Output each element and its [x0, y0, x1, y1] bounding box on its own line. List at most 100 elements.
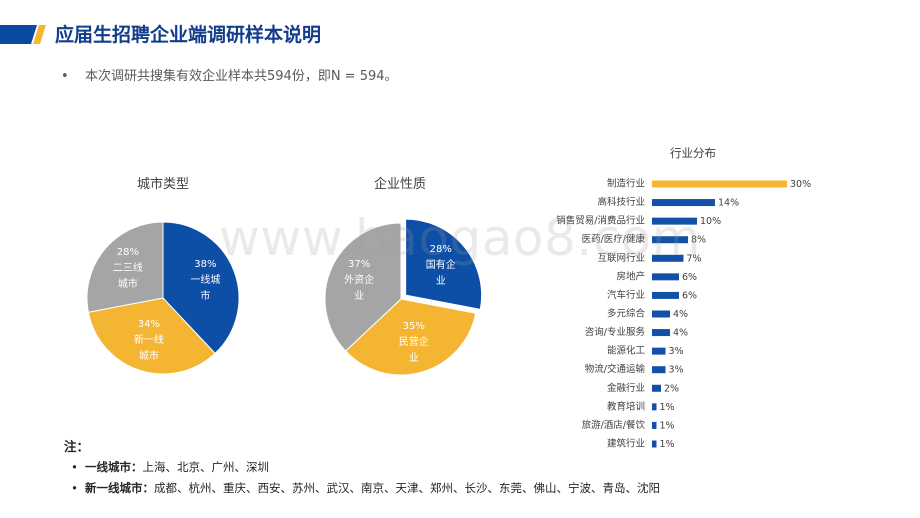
note-item-tier1: • 一线城市：上海、北京、广州、深圳 [64, 460, 269, 474]
bar [652, 291, 679, 299]
bar-value-number: 7 [687, 253, 693, 264]
page-title: 应届生招聘企业端调研样本说明 [55, 24, 322, 46]
bar-value-label: 6% [682, 271, 697, 282]
bar-value-label: 2% [664, 383, 679, 394]
pie-slice-value-unit: % [360, 258, 371, 270]
header-decoration [0, 25, 46, 44]
bar-value-unit: % [666, 401, 675, 412]
pie-slice-value: 34% [133, 317, 165, 333]
bar-category-label: 旅游/酒店/餐饮 [582, 419, 646, 431]
bar [652, 384, 661, 392]
bar-value-unit: % [670, 383, 679, 394]
note-text: 成都、杭州、重庆、西安、苏州、武汉、南京、天津、郑州、长沙、东莞、佛山、宁波、青… [154, 481, 660, 495]
bar-value-label: 6% [682, 290, 697, 301]
bar-value-label: 10% [700, 216, 721, 227]
bar-value-unit: % [730, 197, 739, 208]
bar-value-number: 4 [673, 327, 679, 338]
pie-slice-value-unit: % [207, 259, 217, 271]
pie-slice-value-number: 35 [402, 320, 416, 332]
bar-value-label: 4% [673, 308, 688, 319]
pie-slice-category: 新一线城市 [133, 335, 164, 363]
bar-category-label: 教育培训 [607, 400, 645, 412]
bar [652, 236, 688, 244]
pie-slice-value: 35% [398, 319, 430, 335]
bar-value-unit: % [802, 179, 811, 190]
bar [652, 310, 670, 318]
bar [652, 329, 670, 337]
bar-category-label: 销售贸易/消费品行业 [556, 215, 645, 227]
pie-slice-value-number: 28 [429, 244, 443, 256]
bar-category-label: 制造行业 [607, 178, 645, 190]
bar-category-label: 咨询/专业服务 [585, 326, 646, 338]
pie-slice-value-number: 28 [116, 246, 130, 258]
bar-value-label: 30% [790, 179, 811, 190]
pie-slice-value-number: 37 [348, 258, 361, 270]
notes-heading: 注： [64, 439, 90, 454]
pie-title-city-type: 城市类型 [136, 177, 189, 192]
header-blue-stripe [0, 25, 37, 44]
pie-slice-value-unit: % [129, 246, 139, 258]
note-term: 新一线城市： [85, 481, 154, 495]
bar [652, 347, 666, 355]
pie-slice-label: 28% 国有企业 [425, 242, 457, 290]
pie-slice-value-unit: % [415, 320, 425, 332]
bar [652, 440, 657, 448]
note-text: 上海、北京、广州、深圳 [142, 460, 270, 474]
bar-value-label: 3% [669, 364, 684, 375]
bar-category-label: 互联网行业 [597, 252, 645, 264]
bar-value-unit: % [712, 216, 721, 227]
header-yellow-stripe [33, 25, 46, 44]
pie-slice-value: 37% [343, 257, 375, 273]
bar-category-label: 金融行业 [607, 382, 645, 394]
bar-category-label: 物流/交通运输 [585, 363, 646, 375]
bar-value-number: 3 [669, 364, 675, 375]
bar-value-label: 14% [718, 197, 739, 208]
bar-value-unit: % [675, 346, 684, 357]
pie-slice-value-number: 38 [194, 259, 207, 271]
pie-slice-category: 一线城市 [190, 275, 221, 303]
bar [652, 199, 715, 207]
bar-value-unit: % [693, 253, 702, 264]
bar-category-label: 汽车行业 [607, 289, 645, 301]
pie-slice-value-unit: % [442, 244, 452, 256]
bar-value-number: 8 [691, 234, 697, 245]
pie-slice-category: 民营企业 [398, 336, 429, 364]
bar-value-number: 3 [669, 346, 675, 357]
bar-value-unit: % [666, 438, 675, 449]
bar-value-label: 1% [660, 401, 675, 412]
bar-value-unit: % [679, 308, 688, 319]
bar-value-label: 3% [669, 346, 684, 357]
bar [652, 403, 657, 411]
bar [652, 217, 697, 225]
summary-bullet: • [61, 69, 69, 84]
bar [652, 273, 679, 281]
pie-slice-category: 二三线城市 [112, 262, 143, 290]
bar-value-number: 1 [660, 401, 666, 412]
pie-slice-value: 38% [189, 257, 221, 273]
bar-value-unit: % [688, 290, 697, 301]
bar [652, 254, 684, 262]
bar-value-number: 6 [682, 290, 688, 301]
pie-slice-value-unit: % [150, 319, 161, 331]
pie-slice-label: 28% 二三线城市 [112, 245, 144, 293]
pie-title-company-type: 企业性质 [373, 177, 426, 192]
bar-value-number: 14 [718, 197, 730, 208]
bar-value-label: 8% [691, 234, 706, 245]
pie-slice-category: 外资企业 [344, 274, 375, 302]
bar-category-label: 能源化工 [607, 345, 646, 357]
pie-slice-value: 28% [425, 242, 457, 258]
bar-value-unit: % [675, 364, 684, 375]
pie-slice-label: 34% 新一线城市 [133, 317, 165, 365]
bar [652, 421, 657, 429]
bar [652, 180, 787, 188]
note-item-new-tier1: • 新一线城市：成都、杭州、重庆、西安、苏州、武汉、南京、天津、郑州、长沙、东莞、… [64, 481, 660, 495]
bar [652, 366, 666, 374]
bar-category-label: 高科技行业 [597, 196, 645, 208]
bar-value-number: 1 [660, 438, 666, 449]
note-bullet: • [71, 481, 78, 495]
bar-value-number: 4 [673, 308, 679, 319]
bar-value-label: 1% [660, 438, 675, 449]
bar-value-unit: % [666, 420, 675, 431]
note-bullet: • [71, 460, 78, 474]
